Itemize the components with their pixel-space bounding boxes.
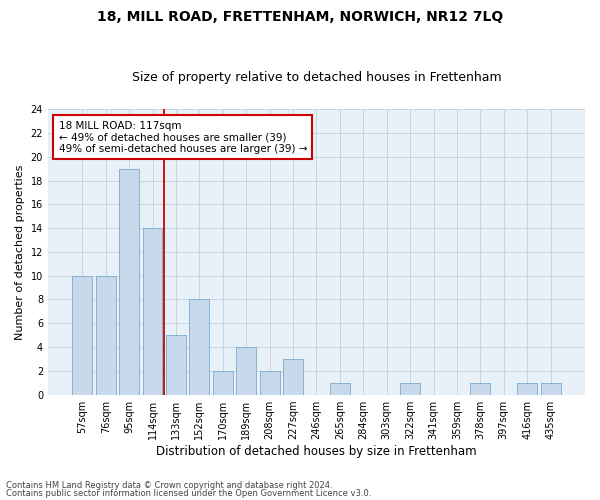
Bar xyxy=(283,359,303,394)
Bar xyxy=(119,168,139,394)
Bar xyxy=(166,335,186,394)
Text: 18 MILL ROAD: 117sqm
← 49% of detached houses are smaller (39)
49% of semi-detac: 18 MILL ROAD: 117sqm ← 49% of detached h… xyxy=(59,120,307,154)
Bar xyxy=(236,347,256,395)
Bar xyxy=(73,276,92,394)
Text: 18, MILL ROAD, FRETTENHAM, NORWICH, NR12 7LQ: 18, MILL ROAD, FRETTENHAM, NORWICH, NR12… xyxy=(97,10,503,24)
Bar xyxy=(330,382,350,394)
Title: Size of property relative to detached houses in Frettenham: Size of property relative to detached ho… xyxy=(131,72,501,85)
Bar xyxy=(400,382,420,394)
Bar xyxy=(190,300,209,394)
Text: Contains public sector information licensed under the Open Government Licence v3: Contains public sector information licen… xyxy=(6,488,371,498)
Bar xyxy=(260,371,280,394)
X-axis label: Distribution of detached houses by size in Frettenham: Distribution of detached houses by size … xyxy=(156,444,477,458)
Bar xyxy=(541,382,560,394)
Bar xyxy=(517,382,537,394)
Y-axis label: Number of detached properties: Number of detached properties xyxy=(15,164,25,340)
Bar xyxy=(213,371,233,394)
Bar xyxy=(143,228,163,394)
Bar xyxy=(470,382,490,394)
Bar xyxy=(96,276,116,394)
Text: Contains HM Land Registry data © Crown copyright and database right 2024.: Contains HM Land Registry data © Crown c… xyxy=(6,481,332,490)
